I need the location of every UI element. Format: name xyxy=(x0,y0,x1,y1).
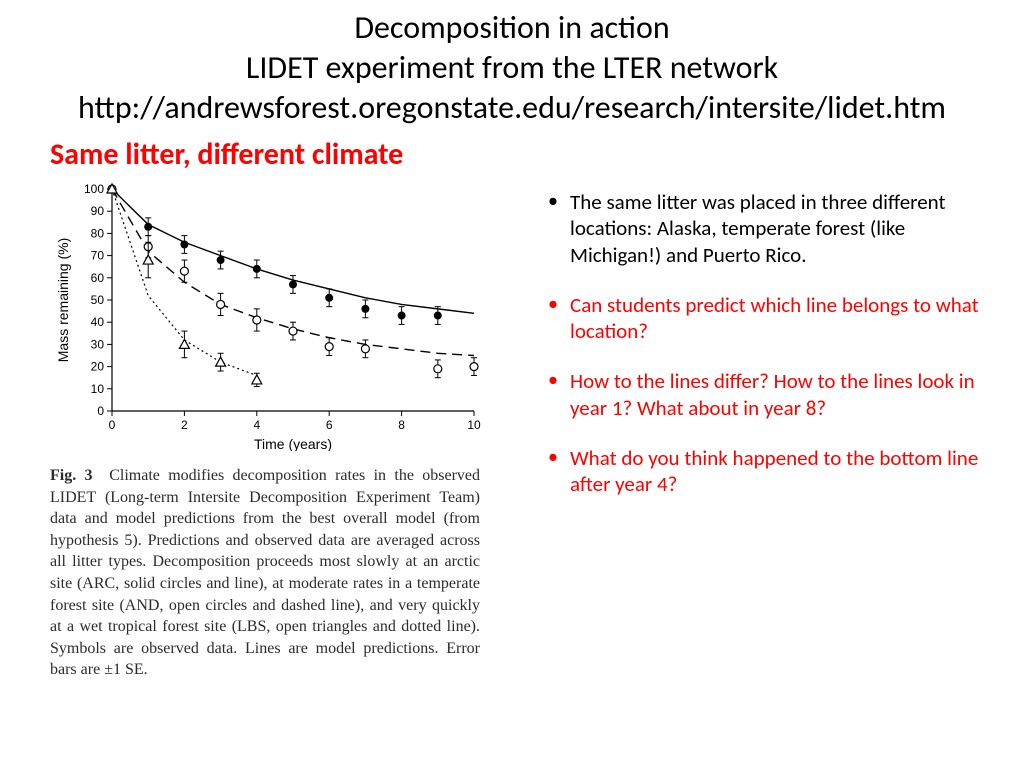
bullet-item-1: Can students predict which line belongs … xyxy=(540,292,980,345)
svg-text:Mass remaining (%): Mass remaining (%) xyxy=(55,238,71,362)
svg-text:10: 10 xyxy=(467,418,481,432)
svg-text:8: 8 xyxy=(398,418,405,432)
svg-text:40: 40 xyxy=(91,315,105,329)
figure-label: Fig. 3 xyxy=(50,467,93,484)
svg-text:100: 100 xyxy=(84,182,104,196)
title-line-1: Decomposition in action xyxy=(0,8,1024,48)
right-column: The same litter was placed in three diff… xyxy=(510,179,980,681)
bullet-item-0: The same litter was placed in three diff… xyxy=(540,189,980,268)
svg-text:80: 80 xyxy=(91,226,105,240)
svg-text:0: 0 xyxy=(109,418,116,432)
svg-text:4: 4 xyxy=(253,418,260,432)
decomposition-chart: 0 10 20 30 40 50 60 70 80 90 100 0 2 4 6 8 10 Time (years… xyxy=(50,179,490,451)
slide-header: Decomposition in action LIDET experiment… xyxy=(0,0,1024,128)
svg-text:Time (years): Time (years) xyxy=(254,436,332,451)
title-line-3: http://andrewsforest.oregonstate.edu/res… xyxy=(0,88,1024,128)
bullet-list: The same litter was placed in three diff… xyxy=(540,189,980,497)
svg-text:70: 70 xyxy=(91,249,105,263)
title-line-2: LIDET experiment from the LTER network xyxy=(0,48,1024,88)
content-row: 0 10 20 30 40 50 60 70 80 90 100 0 2 4 6 8 10 Time (years… xyxy=(0,179,1024,681)
svg-text:2: 2 xyxy=(181,418,188,432)
figure-caption: Fig. 3 Climate modifies decomposition ra… xyxy=(50,465,480,681)
svg-text:0: 0 xyxy=(97,404,104,418)
left-column: 0 10 20 30 40 50 60 70 80 90 100 0 2 4 6 8 10 Time (years… xyxy=(20,179,510,681)
svg-text:90: 90 xyxy=(91,204,105,218)
svg-text:6: 6 xyxy=(326,418,333,432)
svg-text:20: 20 xyxy=(91,360,105,374)
svg-text:10: 10 xyxy=(91,382,105,396)
svg-text:60: 60 xyxy=(91,271,105,285)
figure-text: Climate modifies decomposition rates in … xyxy=(50,467,480,678)
bullet-item-3: What do you think happened to the bottom… xyxy=(540,445,980,498)
svg-text:50: 50 xyxy=(91,293,105,307)
bullet-item-2: How to the lines differ? How to the line… xyxy=(540,368,980,421)
svg-text:30: 30 xyxy=(91,337,105,351)
subheading: Same litter, different climate xyxy=(50,136,1024,173)
